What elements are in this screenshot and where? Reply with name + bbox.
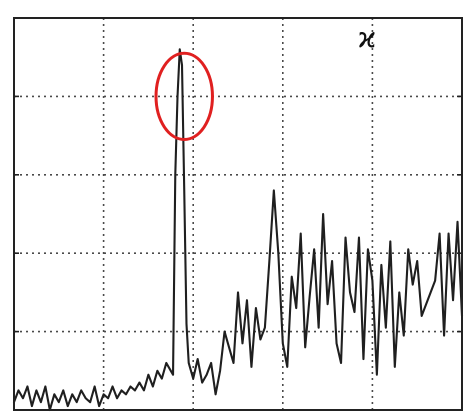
series-line-0 [12, 48, 464, 412]
marker-symbol: ϰ [358, 21, 377, 54]
plot-frame [13, 17, 463, 411]
frame-layer [13, 17, 463, 411]
grid-layer [14, 18, 462, 410]
series-layer [12, 48, 464, 412]
annotation-layer [154, 51, 214, 142]
peak-highlight-circle [154, 51, 214, 142]
